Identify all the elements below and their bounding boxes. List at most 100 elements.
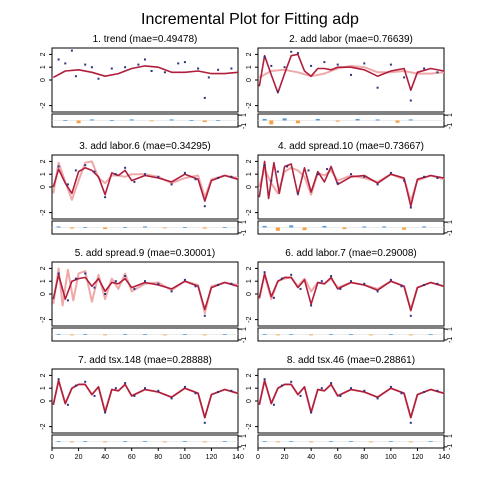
residual-tick-label: -1 <box>447 337 454 343</box>
data-point <box>124 66 127 69</box>
residual-bar <box>162 227 167 229</box>
residual-tick-label: -1 <box>241 230 248 236</box>
data-point <box>203 421 206 424</box>
panel-title: 3. add labor.6 (mae=0.34295) <box>79 141 210 152</box>
data-point <box>170 290 173 293</box>
residual-tick-label: 1 <box>241 327 248 331</box>
panel-title: 7. add tsx.148 (mae=0.28888) <box>78 355 212 366</box>
data-point <box>74 75 77 78</box>
residual-bar <box>302 227 307 231</box>
residual-bar <box>428 334 433 335</box>
data-point <box>177 62 180 65</box>
residual-bar <box>103 227 108 230</box>
y-tick-label: 1 <box>40 65 47 69</box>
data-point <box>150 70 153 72</box>
data-point <box>336 182 339 185</box>
data-point <box>66 403 69 406</box>
residual-bar <box>69 441 74 443</box>
previous-fit-line <box>52 160 239 201</box>
data-point <box>299 287 302 290</box>
residual-bar <box>329 334 334 335</box>
x-tick-label: 100 <box>385 454 397 461</box>
data-point <box>376 290 379 293</box>
residual-bar <box>222 227 227 228</box>
data-point <box>350 387 352 390</box>
residual-bar <box>182 227 187 228</box>
data-point <box>90 66 93 69</box>
data-point <box>409 314 412 317</box>
residual-bar <box>162 441 167 443</box>
panel-4: 4. add spread.10 (mae=0.73667) -2 0 1 2 1 -1 <box>246 141 454 236</box>
residual-bar <box>342 227 347 230</box>
x-tick-label: 40 <box>101 454 109 461</box>
data-point <box>183 385 186 388</box>
data-point <box>320 387 323 390</box>
residual-bar <box>56 334 61 335</box>
panel-5: 5. add spread.9 (mae=0.30001) -2 0 1 2 1 -1 <box>40 248 248 343</box>
data-point <box>144 280 146 283</box>
y-tick-label: 1 <box>40 386 47 390</box>
residual-bar <box>362 226 367 228</box>
residual-bar <box>143 226 147 228</box>
data-point <box>124 275 127 278</box>
data-point <box>230 67 233 70</box>
residual-bar <box>282 118 287 121</box>
residual-bar <box>315 118 320 121</box>
data-point <box>296 52 299 55</box>
residual-bar <box>222 441 227 442</box>
y-tick-label: 2 <box>246 266 253 270</box>
residual-tick-label: 1 <box>241 113 248 117</box>
data-point <box>197 67 200 70</box>
residual-bar <box>182 334 187 335</box>
data-point <box>93 286 96 289</box>
data-point <box>389 171 392 174</box>
data-point <box>93 394 96 397</box>
y-tick-label: -2 <box>40 102 47 108</box>
panel-3: 3. add labor.6 (mae=0.34295) -2 0 1 2 1 -1 <box>40 141 248 236</box>
data-point <box>403 179 406 182</box>
y-tick-label: 2 <box>40 52 47 56</box>
y-tick-label: 2 <box>246 52 253 56</box>
y-tick-label: 1 <box>246 172 253 176</box>
data-point <box>330 275 333 278</box>
current-fit-line <box>52 379 239 419</box>
x-tick-label: 140 <box>232 454 244 461</box>
data-point <box>230 175 233 178</box>
residual-bar <box>83 227 88 228</box>
current-fit-line <box>258 379 445 419</box>
y-tick-label: 1 <box>246 279 253 283</box>
residual-bar <box>382 226 387 228</box>
current-fit-line <box>258 53 445 94</box>
data-point <box>409 206 412 209</box>
residual-bar <box>56 441 61 442</box>
residual-bar <box>309 334 314 336</box>
residual-bar <box>349 334 353 335</box>
data-point <box>436 389 439 392</box>
data-point <box>423 175 426 178</box>
data-point <box>104 411 107 414</box>
data-point <box>350 280 352 283</box>
y-tick-label: 0 <box>40 399 47 403</box>
main-plot-frame <box>51 47 239 113</box>
x-tick-label: 0 <box>256 454 260 461</box>
data-point <box>203 205 206 208</box>
y-tick-label: 2 <box>40 373 47 377</box>
data-point <box>290 50 293 53</box>
data-point <box>207 76 210 79</box>
y-tick-label: 0 <box>246 399 253 403</box>
residual-bar <box>422 226 427 228</box>
residual-bar <box>162 334 167 336</box>
data-point <box>296 192 299 195</box>
residual-tick-label: 1 <box>447 113 454 117</box>
panel-title: 5. add spread.9 (mae=0.30001) <box>75 248 215 259</box>
data-point <box>263 378 266 381</box>
data-point <box>272 403 275 406</box>
data-point <box>84 63 87 66</box>
residual-bar <box>395 120 400 123</box>
residual-bar <box>262 334 267 335</box>
data-point <box>376 397 379 400</box>
data-point <box>350 173 352 176</box>
data-point <box>74 277 77 280</box>
